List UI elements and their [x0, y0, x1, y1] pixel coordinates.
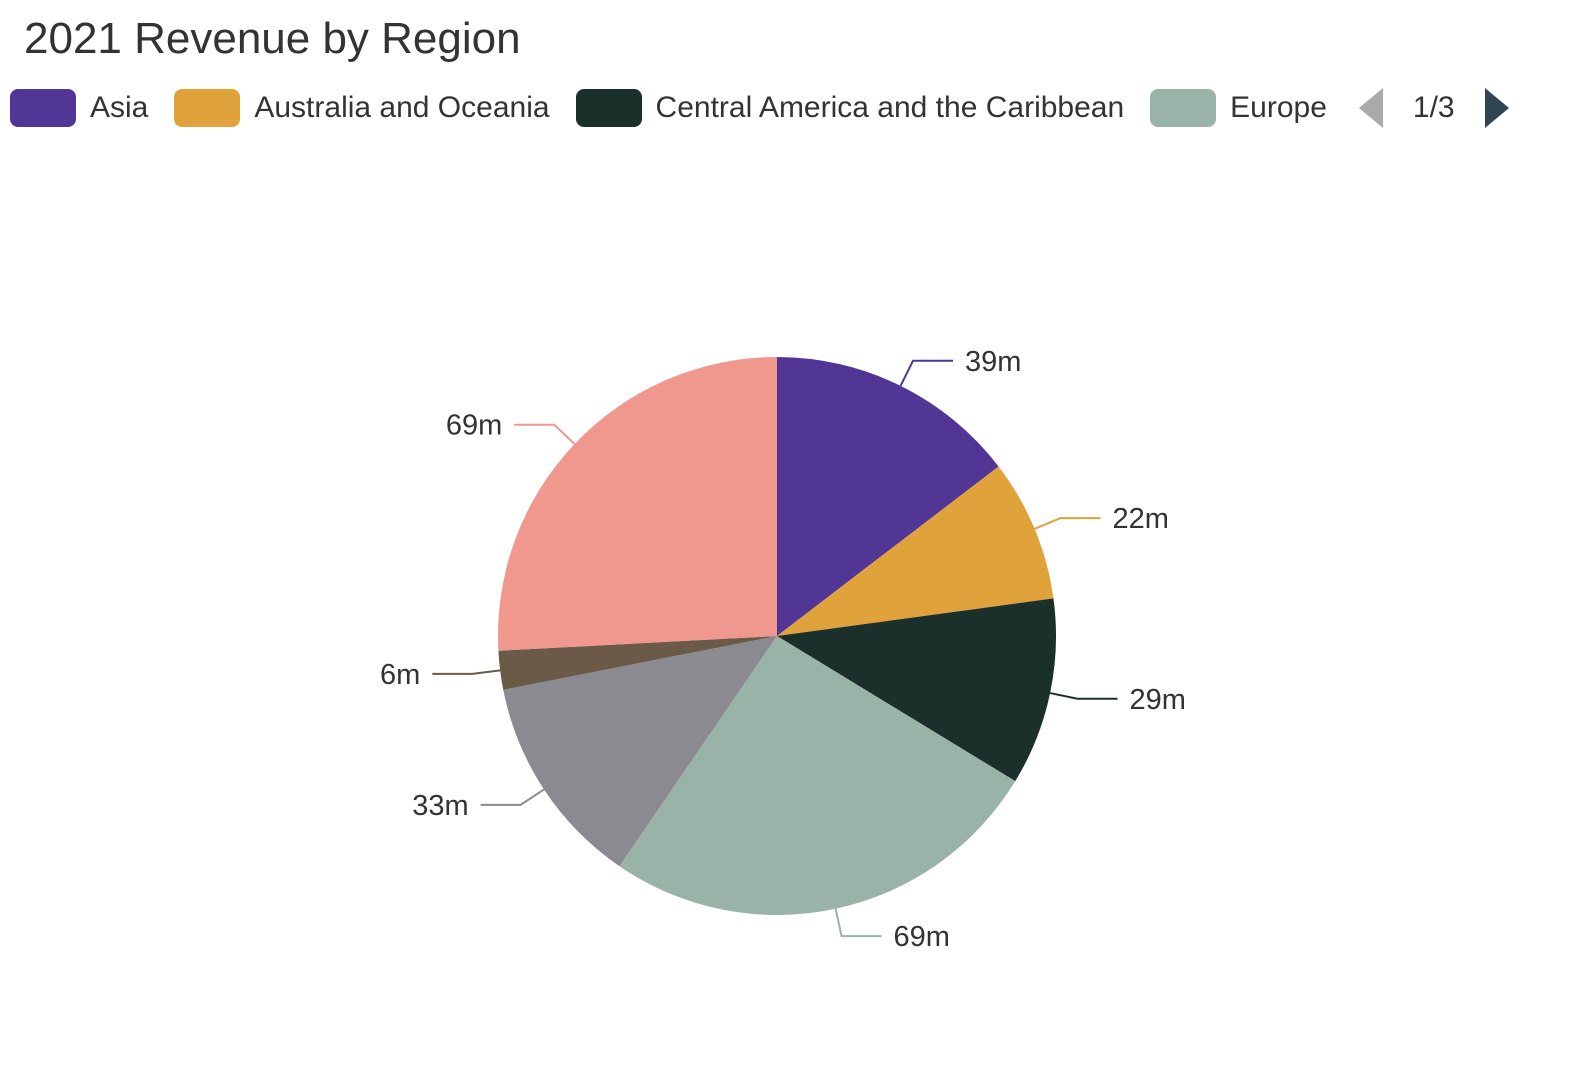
legend-label: Central America and the Caribbean [655, 91, 1125, 124]
legend-label: Australia and Oceania [254, 91, 550, 124]
label-leader-line [899, 359, 953, 387]
data-label: 33m [412, 790, 468, 822]
data-label: 29m [1130, 684, 1186, 716]
pie-slice[interactable] [498, 357, 777, 651]
legend-swatch [174, 89, 241, 127]
prev-page-icon[interactable] [1358, 88, 1383, 128]
legend-swatch [575, 89, 642, 127]
chart-title: 2021 Revenue by Region [24, 14, 521, 63]
pie-slice[interactable] [619, 636, 1016, 916]
data-label: 22m [1112, 503, 1168, 535]
label-leader-line [480, 788, 545, 806]
legend-swatch [10, 89, 76, 127]
legend-item[interactable]: Europe [1150, 89, 1327, 127]
label-leader-line [514, 423, 576, 445]
pie-slice[interactable] [777, 598, 1056, 782]
next-page-icon[interactable] [1484, 88, 1509, 128]
label-leader-line [834, 908, 882, 938]
legend-label: Asia [90, 91, 149, 124]
pie-slice[interactable] [777, 357, 999, 636]
data-label: 6m [380, 659, 420, 691]
pie-slice[interactable] [777, 466, 1054, 636]
legend-label: Europe [1230, 91, 1327, 124]
pie-slice[interactable] [503, 636, 777, 867]
legend-page-indicator: 1/3 [1412, 91, 1455, 124]
legend-item[interactable]: Australia and Oceania [174, 89, 550, 127]
pie-slice[interactable] [498, 636, 777, 690]
legend-pager: 1/3 [1353, 88, 1509, 128]
data-label: 69m [894, 921, 950, 953]
data-label: 69m [446, 410, 502, 442]
legend-item[interactable]: Central America and the Caribbean [575, 89, 1125, 127]
label-leader-line [432, 669, 501, 675]
data-label: 39m [965, 346, 1021, 378]
label-leader-line [1049, 692, 1118, 700]
label-leader-line [1034, 517, 1101, 530]
legend-swatch [1150, 89, 1217, 127]
legend: Asia Australia and Oceania Central America… [10, 88, 1509, 128]
legend-item[interactable]: Asia [10, 89, 148, 127]
